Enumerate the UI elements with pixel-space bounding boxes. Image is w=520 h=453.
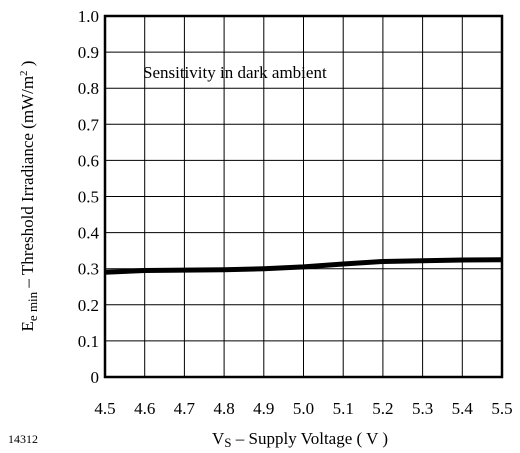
y-axis-superscript: 2 — [18, 70, 30, 76]
x-tick-label: 5.1 — [333, 399, 354, 418]
x-axis-title-text: – Supply Voltage ( V ) — [232, 429, 388, 448]
y-tick-labels: 0 0.1 0.2 0.3 0.4 0.5 0.6 0.7 0.8 0.9 1.0 — [78, 7, 100, 387]
y-axis-title-text: – Threshold Irradiance (mW/m — [18, 76, 37, 292]
x-tick-label: 4.6 — [134, 399, 155, 418]
y-axis-symbol: E — [18, 321, 37, 331]
series-layer — [104, 257, 503, 275]
y-axis-subscript: e min — [25, 291, 40, 321]
x-tick-label: 5.5 — [491, 399, 512, 418]
x-tick-label: 5.3 — [412, 399, 433, 418]
y-tick-label: 0.2 — [78, 296, 99, 315]
x-tick-label: 4.7 — [174, 399, 196, 418]
y-axis-title: Ee min – Threshold Irradiance (mW/m2 ) — [18, 61, 40, 332]
x-tick-label: 4.8 — [213, 399, 234, 418]
chart-annotation: Sensitivity in dark ambient — [143, 63, 327, 82]
y-tick-label: 0.7 — [78, 115, 100, 134]
x-tick-label: 5.0 — [293, 399, 314, 418]
y-axis-title-end: ) — [18, 61, 37, 71]
x-tick-label: 4.9 — [253, 399, 274, 418]
x-axis-subscript: S — [224, 435, 231, 450]
y-tick-label: 1.0 — [78, 7, 99, 26]
y-tick-label: 0.6 — [78, 151, 99, 170]
plot-frame — [103, 14, 504, 379]
y-tick-label: 0 — [91, 368, 100, 387]
y-tick-label: 0.4 — [78, 224, 100, 243]
series-line — [104, 257, 503, 275]
x-tick-label: 5.2 — [372, 399, 393, 418]
x-tick-label: 4.5 — [94, 399, 115, 418]
y-tick-label: 0.1 — [78, 332, 99, 351]
x-tick-labels: 4.5 4.6 4.7 4.8 4.9 5.0 5.1 5.2 5.3 5.4 5.5 — [94, 399, 512, 418]
x-axis-symbol: V — [212, 429, 225, 448]
y-tick-label: 0.9 — [78, 43, 99, 62]
y-tick-label: 0.8 — [78, 79, 99, 98]
x-tick-label: 5.4 — [452, 399, 474, 418]
figure-id: 14312 — [8, 432, 38, 446]
y-tick-label: 0.3 — [78, 260, 99, 279]
y-tick-label: 0.5 — [78, 188, 99, 207]
x-axis-title: VS – Supply Voltage ( V ) — [212, 429, 388, 450]
